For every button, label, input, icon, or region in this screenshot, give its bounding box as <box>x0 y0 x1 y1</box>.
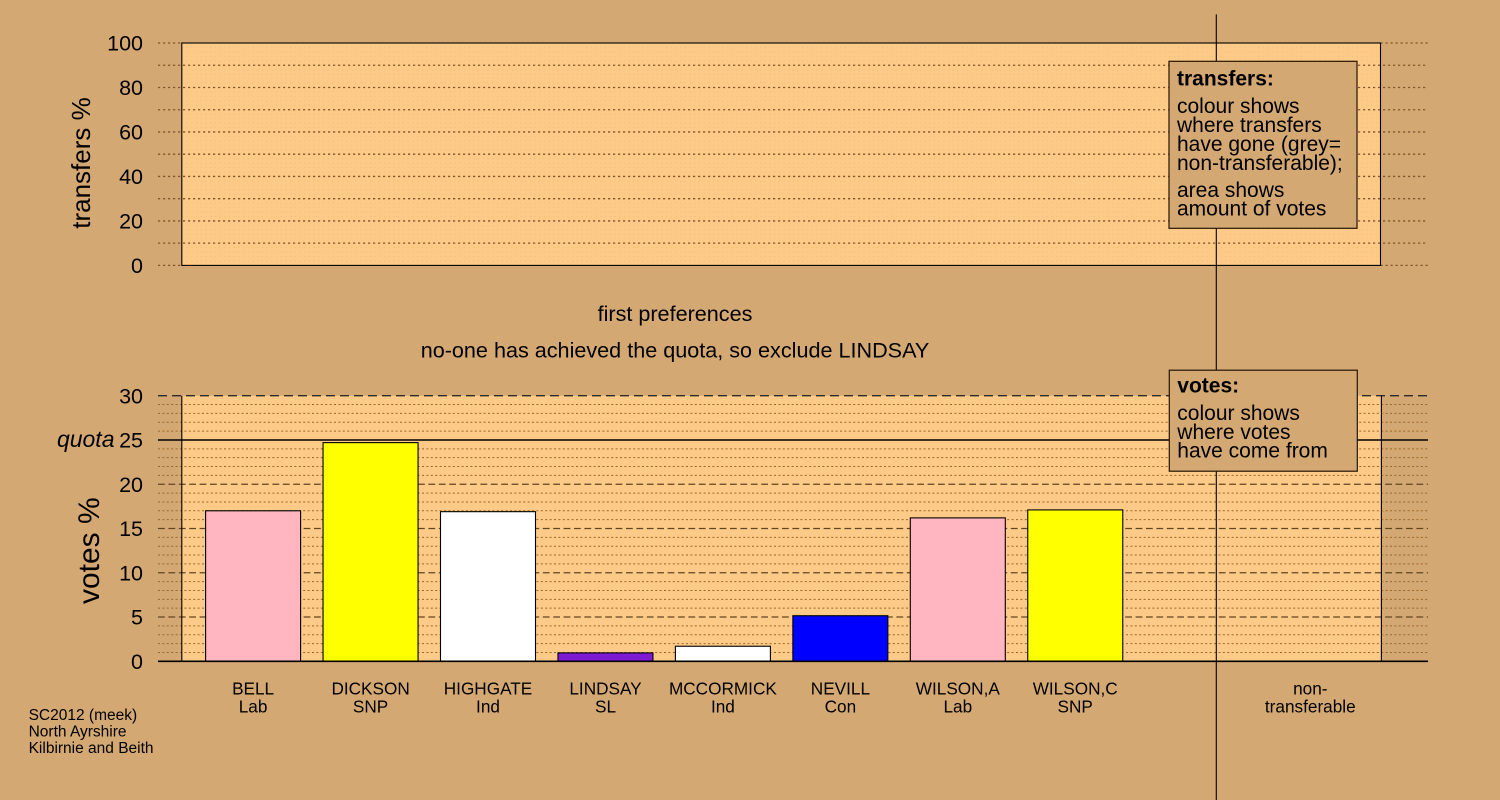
svg-text:have gone (grey=: have gone (grey= <box>1177 133 1341 156</box>
svg-text:0: 0 <box>131 254 143 278</box>
svg-text:non-transferable);: non-transferable); <box>1177 152 1343 175</box>
svg-text:transfers %: transfers % <box>66 97 96 229</box>
svg-text:area shows: area shows <box>1177 179 1284 202</box>
svg-text:non-: non- <box>1293 679 1327 699</box>
svg-text:LINDSAY: LINDSAY <box>569 679 642 699</box>
svg-text:have come from: have come from <box>1177 440 1328 463</box>
svg-text:colour shows: colour shows <box>1177 402 1300 425</box>
svg-text:30: 30 <box>119 384 143 408</box>
svg-text:no-one has achieved the quota,: no-one has achieved the quota, so exclud… <box>421 337 930 362</box>
svg-text:Lab: Lab <box>239 697 268 717</box>
svg-text:SL: SL <box>595 697 616 717</box>
svg-text:Lab: Lab <box>943 697 972 717</box>
svg-text:Ind: Ind <box>711 697 735 717</box>
svg-text:SC2012 (meek): SC2012 (meek) <box>29 707 138 724</box>
svg-text:5: 5 <box>131 606 143 630</box>
svg-text:transferable: transferable <box>1265 697 1356 717</box>
svg-text:DICKSON: DICKSON <box>331 679 409 699</box>
svg-text:WILSON,C: WILSON,C <box>1033 679 1118 699</box>
svg-text:Kilbirnie and Beith: Kilbirnie and Beith <box>29 740 154 757</box>
svg-text:25: 25 <box>119 429 143 453</box>
svg-text:Con: Con <box>825 697 857 717</box>
svg-text:BELL: BELL <box>232 679 274 699</box>
svg-text:transfers:: transfers: <box>1177 67 1274 90</box>
svg-text:80: 80 <box>119 76 143 100</box>
svg-text:NEVILL: NEVILL <box>811 679 870 699</box>
svg-text:WILSON,A: WILSON,A <box>916 679 1001 699</box>
svg-text:15: 15 <box>119 517 143 541</box>
svg-text:first preferences: first preferences <box>598 301 753 326</box>
svg-text:60: 60 <box>119 121 143 145</box>
svg-text:40: 40 <box>119 165 143 189</box>
svg-text:100: 100 <box>107 32 143 56</box>
svg-text:votes:: votes: <box>1177 375 1239 398</box>
svg-text:votes %: votes % <box>73 497 106 604</box>
svg-text:MCCORMICK: MCCORMICK <box>669 679 777 699</box>
svg-text:colour shows: colour shows <box>1177 95 1300 118</box>
svg-text:Ind: Ind <box>476 697 500 717</box>
svg-text:quota: quota <box>57 426 115 452</box>
svg-text:amount of votes: amount of votes <box>1177 198 1326 221</box>
svg-text:SNP: SNP <box>1058 697 1093 717</box>
svg-text:20: 20 <box>119 473 143 497</box>
svg-text:where votes: where votes <box>1176 421 1290 444</box>
svg-text:0: 0 <box>131 650 143 674</box>
svg-text:20: 20 <box>119 210 143 234</box>
svg-text:where transfers: where transfers <box>1176 114 1322 137</box>
svg-text:SNP: SNP <box>353 697 388 717</box>
svg-text:HIGHGATE: HIGHGATE <box>444 679 533 699</box>
svg-text:10: 10 <box>119 562 143 586</box>
svg-text:North Ayrshire: North Ayrshire <box>29 724 127 741</box>
